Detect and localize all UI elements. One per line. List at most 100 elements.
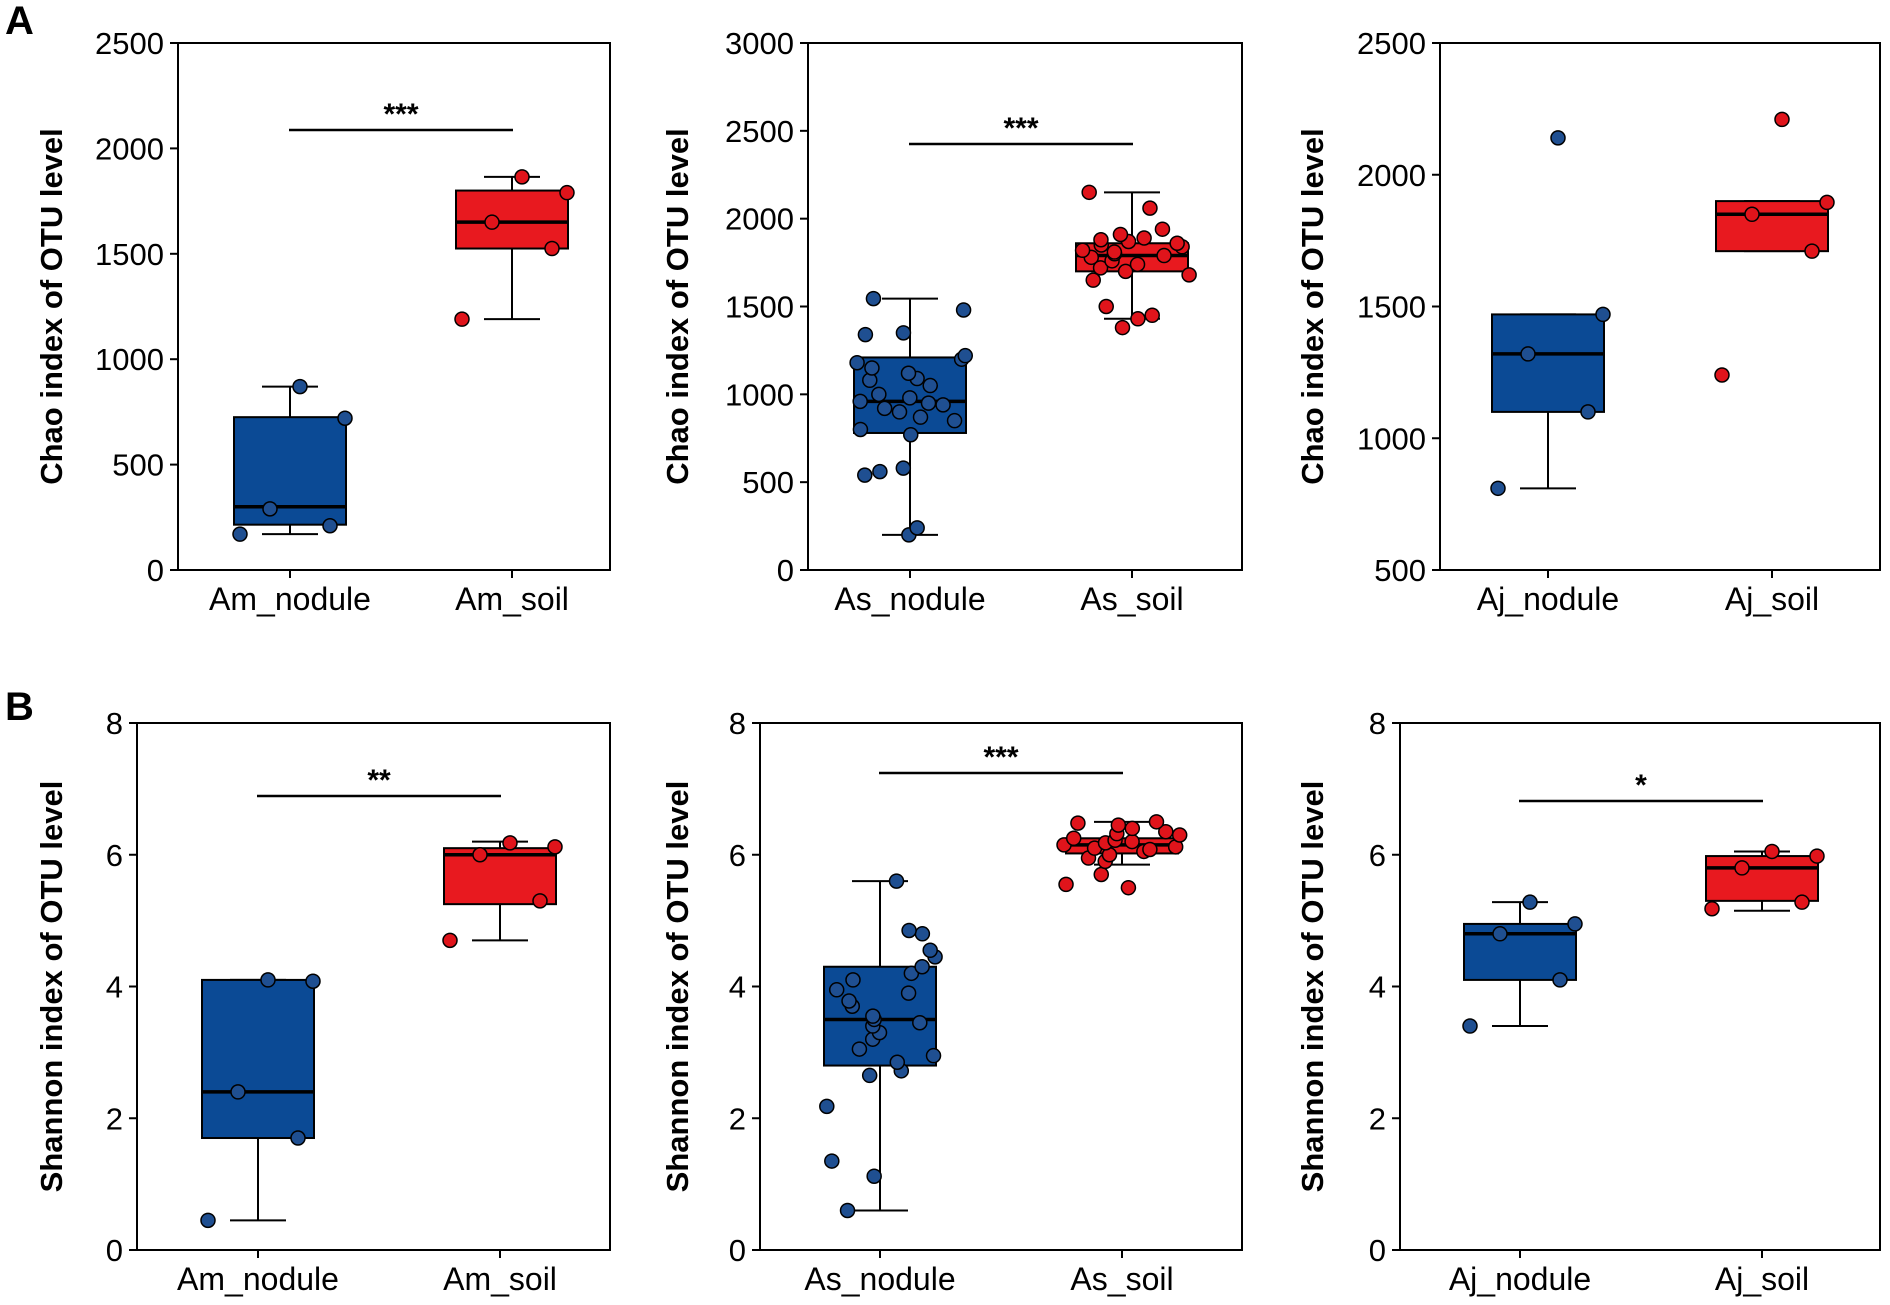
box-As_nodule (849, 290, 974, 543)
x-category-label: As_nodule (804, 1261, 955, 1297)
data-point (889, 1054, 906, 1071)
data-point (876, 400, 893, 417)
data-point (891, 404, 908, 420)
x-category-label: Aj_nodule (1449, 1261, 1591, 1297)
data-point (872, 463, 888, 480)
y-tick-label: 1500 (1357, 290, 1426, 325)
box-As_nodule (819, 873, 943, 1219)
y-tick-label: 2 (729, 1101, 746, 1136)
data-point (262, 501, 278, 517)
data-point (1124, 820, 1141, 837)
data-point (912, 409, 929, 425)
y-axis-title: Shannon index of OTU level (34, 781, 69, 1193)
box-As_soil (1056, 814, 1188, 896)
y-tick-label: 8 (1369, 706, 1386, 741)
data-point (912, 1014, 928, 1031)
data-point (857, 467, 873, 483)
significance-label: * (1635, 769, 1647, 802)
y-tick-label: 6 (106, 838, 123, 873)
data-point (1142, 841, 1158, 858)
data-point (200, 1212, 216, 1229)
box-Am_soil (442, 835, 563, 949)
data-point (1794, 894, 1810, 910)
data-point (1074, 242, 1091, 259)
x-category-label: As_nodule (834, 581, 985, 617)
y-tick-label: 1500 (725, 290, 794, 325)
x-category-label: As_soil (1080, 581, 1183, 617)
data-point (305, 973, 321, 989)
y-tick-label: 4 (106, 970, 123, 1005)
data-point (1704, 901, 1720, 917)
data-point (1462, 1018, 1478, 1034)
data-point (1136, 230, 1152, 246)
y-tick-label: 2500 (1357, 26, 1426, 61)
data-point (895, 460, 912, 476)
data-point (502, 835, 518, 851)
data-point (1058, 876, 1074, 893)
data-point (852, 393, 868, 410)
data-point (1156, 247, 1172, 264)
y-tick-label: 8 (106, 706, 123, 741)
data-point (1092, 260, 1109, 276)
data-point (1130, 311, 1146, 327)
data-point (1117, 263, 1134, 280)
data-point (1171, 827, 1188, 843)
data-point (920, 395, 937, 411)
x-category-label: Aj_nodule (1477, 581, 1619, 617)
box-Am_nodule (232, 378, 353, 542)
y-tick-label: 0 (106, 1233, 123, 1268)
y-tick-label: 8 (729, 706, 746, 741)
data-point (544, 240, 560, 257)
box-Am_soil (454, 169, 575, 327)
plot-frame (1439, 42, 1881, 571)
data-point (290, 1130, 306, 1146)
box-As_soil (1074, 184, 1197, 336)
data-point (1129, 256, 1146, 273)
data-point (1819, 194, 1835, 211)
data-point (845, 972, 861, 988)
y-tick-label: 4 (1369, 970, 1386, 1005)
y-tick-label: 1000 (95, 342, 164, 377)
data-point (839, 1202, 856, 1219)
data-point (857, 326, 874, 343)
data-point (1148, 814, 1165, 830)
data-point (1809, 848, 1825, 864)
box-Aj_soil (1704, 843, 1825, 917)
y-tick-label: 1000 (725, 377, 794, 412)
data-point (914, 958, 930, 975)
significance-label: ** (367, 764, 391, 797)
data-point (1490, 480, 1506, 497)
y-tick-label: 0 (777, 553, 794, 588)
data-point (865, 1008, 881, 1024)
iqr-box (1705, 855, 1819, 902)
data-point (1098, 298, 1114, 315)
data-point (1158, 823, 1174, 840)
data-point (824, 1153, 840, 1169)
data-point (1154, 221, 1171, 237)
box-Aj_nodule (1462, 894, 1583, 1034)
data-point (559, 184, 575, 201)
y-tick-label: 0 (1369, 1233, 1386, 1268)
data-point (1181, 267, 1197, 283)
significance-label: *** (983, 741, 1018, 774)
y-tick-label: 2000 (725, 202, 794, 237)
data-point (1112, 226, 1129, 243)
data-point (337, 410, 353, 426)
significance-label: *** (1003, 112, 1038, 145)
x-category-label: Am_soil (443, 1261, 557, 1297)
data-point (864, 360, 880, 376)
data-point (1142, 200, 1158, 216)
data-point (1714, 367, 1730, 383)
iqr-box (233, 416, 347, 526)
y-tick-label: 0 (729, 1233, 746, 1268)
y-tick-label: 6 (1369, 838, 1386, 873)
data-point (1764, 843, 1780, 860)
data-point (472, 847, 488, 863)
data-point (1567, 916, 1583, 932)
data-point (1110, 817, 1127, 833)
data-point (532, 893, 548, 909)
iqr-box (1715, 200, 1829, 253)
y-tick-label: 0 (147, 553, 164, 588)
data-point (1774, 111, 1790, 128)
